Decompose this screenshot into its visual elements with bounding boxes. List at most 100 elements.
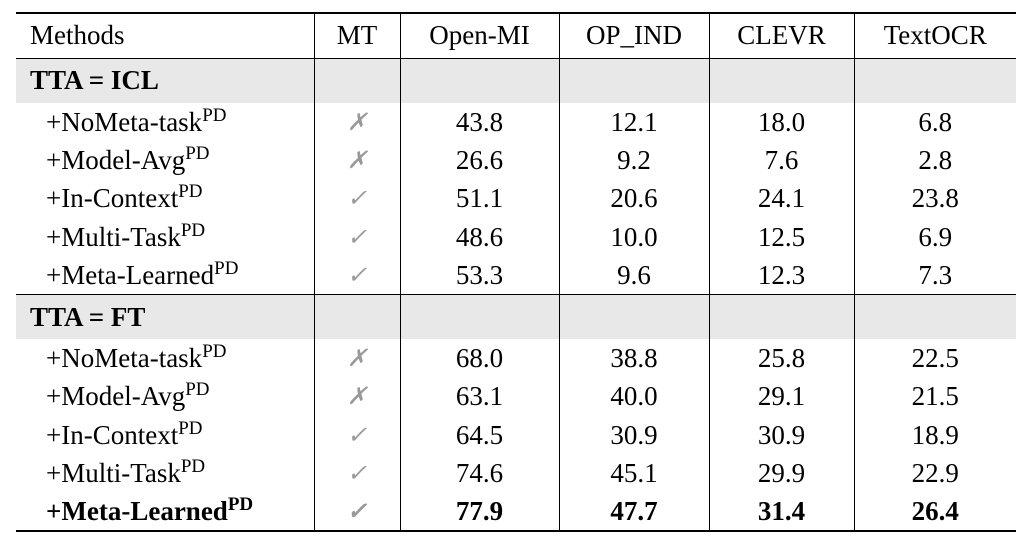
value-cell: 38.8 <box>558 339 709 378</box>
method-superscript: PD <box>227 493 254 515</box>
method-cell: +Multi-TaskPD <box>16 454 314 492</box>
value-cell: 30.9 <box>558 416 709 455</box>
method-superscript: PD <box>180 219 206 241</box>
table-header: Methods MT Open-MI OP_IND CLEVR TextOCR <box>16 13 1016 58</box>
mt-cell: ✓ <box>313 416 400 455</box>
value-cell: 12.5 <box>708 217 854 257</box>
method-cell: +NoMeta-taskPD <box>16 339 314 377</box>
value-cell: 47.7 <box>558 492 709 531</box>
method-name: +Meta-Learned <box>46 495 228 526</box>
data-row: +Meta-LearnedPD ✓ 77.9 47.7 31.4 26.4 <box>16 492 1016 531</box>
method-name: +Meta-Learned <box>46 259 215 290</box>
value-cell: 22.5 <box>853 339 1016 378</box>
method-cell: +Multi-TaskPD <box>16 218 314 256</box>
method-name: +In-Context <box>46 183 179 214</box>
method-superscript: PD <box>202 104 227 126</box>
data-row: +In-ContextPD ✓ 64.5 30.9 30.9 18.9 <box>16 416 1016 455</box>
method-name: +Multi-Task <box>46 221 181 252</box>
value-cell: 6.9 <box>853 217 1016 257</box>
value-cell: 26.4 <box>853 492 1016 531</box>
header-cell: CLEVR <box>708 13 854 58</box>
value-cell: 6.8 <box>853 103 1016 142</box>
method-cell: +Meta-LearnedPD <box>16 256 314 294</box>
empty-cell <box>313 294 400 340</box>
section-row: TTA = ICL <box>16 58 1016 103</box>
value-cell: 29.9 <box>708 454 854 493</box>
method-cell: +Meta-LearnedPD <box>16 493 314 531</box>
value-cell: 12.3 <box>708 256 854 295</box>
mt-cell: ✓ <box>313 217 400 257</box>
mt-cell: ✓ <box>313 492 400 531</box>
value-cell: 12.1 <box>558 103 709 142</box>
empty-cell <box>708 58 854 103</box>
value-cell: 21.5 <box>853 377 1016 417</box>
method-name: +Model-Avg <box>46 144 186 175</box>
method-superscript: PD <box>214 257 239 279</box>
section-title: TTA = ICL <box>30 65 159 96</box>
mt-cell: ✗ <box>313 377 400 417</box>
value-cell: 24.1 <box>708 179 854 218</box>
method-cell: +Model-AvgPD <box>16 141 314 179</box>
value-cell: 45.1 <box>558 454 709 493</box>
value-cell: 53.3 <box>399 256 559 295</box>
section-title: TTA = FT <box>30 301 146 332</box>
value-cell: 31.4 <box>708 492 854 531</box>
empty-cell <box>708 294 854 340</box>
method-superscript: PD <box>185 379 210 401</box>
method-superscript: PD <box>202 341 227 363</box>
method-cell: +In-ContextPD <box>16 416 314 454</box>
method-name: +In-Context <box>46 419 179 450</box>
table-body: TTA = ICL +NoMeta-taskPD ✗ 43.8 12.1 18.0 6.8 +… <box>16 58 1016 531</box>
method-superscript: PD <box>178 181 203 203</box>
header-cell: OP_IND <box>558 13 709 58</box>
value-cell: 7.6 <box>708 141 854 180</box>
method-cell: +In-ContextPD <box>16 180 314 218</box>
value-cell: 30.9 <box>708 416 854 455</box>
value-cell: 74.6 <box>399 454 559 493</box>
method-cell: +NoMeta-taskPD <box>16 103 314 141</box>
section-row: TTA = FT <box>16 294 1016 340</box>
value-cell: 77.9 <box>399 492 559 531</box>
value-cell: 9.6 <box>558 256 709 295</box>
mt-cell: ✓ <box>313 454 400 493</box>
value-cell: 25.8 <box>708 339 854 378</box>
empty-cell <box>313 58 400 103</box>
empty-cell <box>558 58 709 103</box>
data-row: +NoMeta-taskPD ✗ 43.8 12.1 18.0 6.8 <box>16 103 1016 142</box>
value-cell: 29.1 <box>708 377 854 417</box>
value-cell: 22.9 <box>853 454 1016 493</box>
empty-cell <box>558 294 709 340</box>
value-cell: 51.1 <box>399 179 559 218</box>
value-cell: 23.8 <box>853 179 1016 218</box>
value-cell: 18.0 <box>708 103 854 142</box>
data-row: +Model-AvgPD ✗ 26.6 9.2 7.6 2.8 <box>16 141 1016 180</box>
header-cell: TextOCR <box>853 13 1016 58</box>
header-cell: Open-MI <box>399 13 559 58</box>
header-row: Methods MT Open-MI OP_IND CLEVR TextOCR <box>16 13 1016 58</box>
method-name: +Model-Avg <box>46 381 186 412</box>
method-superscript: PD <box>185 142 210 164</box>
value-cell: 7.3 <box>853 256 1016 295</box>
method-cell: +Model-AvgPD <box>16 378 314 416</box>
value-cell: 2.8 <box>853 141 1016 180</box>
mt-cell: ✗ <box>313 103 400 142</box>
data-row: +Multi-TaskPD ✓ 48.6 10.0 12.5 6.9 <box>16 217 1016 257</box>
empty-cell <box>853 294 1016 340</box>
method-superscript: PD <box>180 456 206 478</box>
value-cell: 64.5 <box>399 416 559 455</box>
value-cell: 48.6 <box>399 217 559 257</box>
value-cell: 10.0 <box>558 217 709 257</box>
mt-cell: ✓ <box>313 179 400 218</box>
value-cell: 43.8 <box>399 103 559 142</box>
data-row: +NoMeta-taskPD ✗ 68.0 38.8 25.8 22.5 <box>16 339 1016 378</box>
mt-cell: ✗ <box>313 339 400 378</box>
data-row: +Meta-LearnedPD ✓ 53.3 9.6 12.3 7.3 <box>16 256 1016 295</box>
mt-cell: ✗ <box>313 141 400 180</box>
mt-cell: ✓ <box>313 256 400 295</box>
data-row: +In-ContextPD ✓ 51.1 20.6 24.1 23.8 <box>16 179 1016 218</box>
value-cell: 40.0 <box>558 377 709 417</box>
value-cell: 68.0 <box>399 339 559 378</box>
method-name: +NoMeta-task <box>46 106 203 137</box>
header-cell: MT <box>313 13 400 58</box>
